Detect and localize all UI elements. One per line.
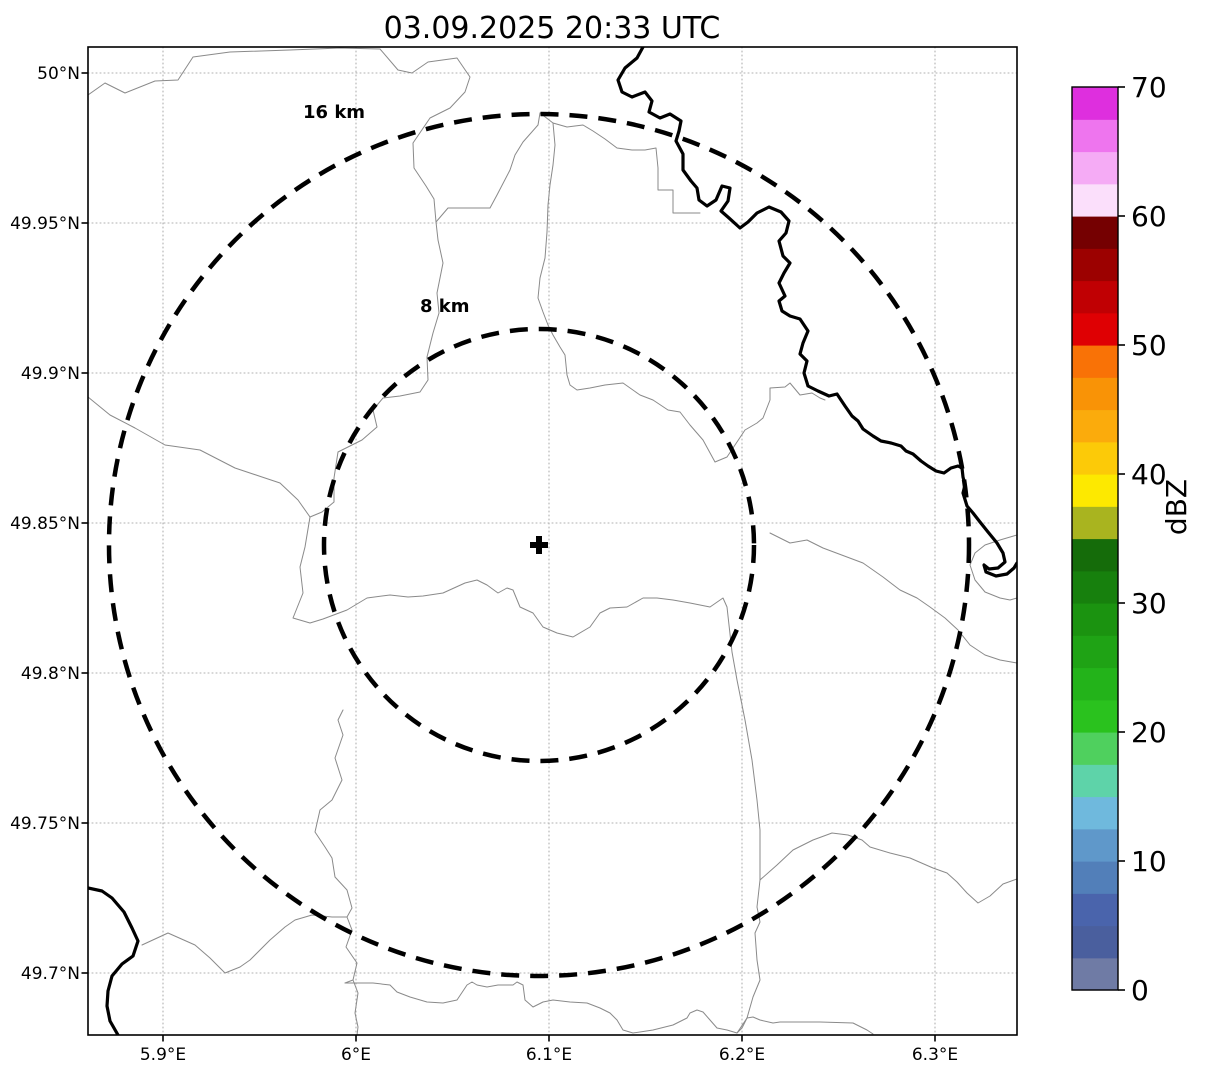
boundary-line bbox=[314, 709, 359, 1035]
colorbar-segment bbox=[1072, 893, 1118, 927]
colorbar-tick-labels: 0 10 20 30 40 50 60 70 bbox=[1131, 71, 1167, 1007]
boundary-line bbox=[539, 112, 701, 214]
colorbar-segment bbox=[1072, 828, 1118, 862]
colorbar-segment bbox=[1072, 925, 1118, 959]
x-tick-label: 6.2°E bbox=[719, 1045, 765, 1065]
colorbar-axis-label: dBZ bbox=[1160, 479, 1193, 535]
colorbar-segment bbox=[1072, 667, 1118, 701]
colorbar-tick-label: 40 bbox=[1131, 458, 1167, 491]
boundary-line bbox=[969, 534, 1017, 601]
admin-boundary-lines bbox=[88, 47, 1017, 1035]
colorbar-segment bbox=[1072, 474, 1118, 507]
colorbar-segment bbox=[1072, 377, 1118, 411]
colorbar-segment bbox=[1072, 699, 1118, 733]
colorbar-tick-label: 20 bbox=[1131, 716, 1167, 749]
range-ring-16km-label: 16 km bbox=[303, 102, 365, 123]
y-tick-label: 49.8°N bbox=[21, 664, 80, 684]
colorbar-segment bbox=[1072, 764, 1118, 798]
boundary-line bbox=[435, 112, 541, 223]
colorbar: 0 10 20 30 40 50 60 70 dBZ bbox=[1071, 71, 1193, 1007]
country-border-northeast bbox=[616, 47, 1017, 578]
x-tick-label: 6°E bbox=[341, 1045, 371, 1065]
y-tick-label: 49.85°N bbox=[10, 514, 80, 534]
y-tick-label: 49.7°N bbox=[21, 964, 80, 984]
lat-lon-gridlines bbox=[87, 46, 1018, 1036]
x-axis-tick-labels: 5.9°E 6°E 6.1°E 6.2°E 6.3°E bbox=[140, 1045, 958, 1065]
colorbar-segment bbox=[1072, 732, 1118, 765]
colorbar-segment bbox=[1072, 312, 1118, 346]
range-ring-16km-circle bbox=[106, 111, 972, 979]
boundary-line bbox=[141, 914, 348, 974]
colorbar-segment bbox=[1072, 216, 1118, 249]
colorbar-segment bbox=[1072, 280, 1118, 314]
y-tick-label: 50°N bbox=[37, 64, 80, 84]
colorbar-segment bbox=[1072, 506, 1118, 540]
colorbar-segment bbox=[1072, 441, 1118, 475]
colorbar-segment bbox=[1072, 119, 1118, 153]
colorbar-segment bbox=[1072, 183, 1118, 217]
colorbar-segment bbox=[1072, 345, 1118, 378]
range-ring-8km-label: 8 km bbox=[420, 296, 470, 317]
colorbar-tick-label: 10 bbox=[1131, 845, 1167, 878]
colorbar-segment bbox=[1072, 409, 1118, 443]
colorbar-outline bbox=[1071, 86, 1119, 991]
colorbar-segment bbox=[1072, 151, 1118, 185]
boundary-line bbox=[769, 532, 1017, 664]
y-tick-label: 49.75°N bbox=[10, 814, 80, 834]
axis-tick-marks bbox=[81, 72, 936, 1042]
colorbar-tick-label: 30 bbox=[1131, 587, 1167, 620]
colorbar-segment bbox=[1072, 957, 1118, 991]
colorbar-tick-label: 0 bbox=[1131, 974, 1149, 1007]
boundary-line bbox=[759, 832, 1017, 904]
colorbar-segment bbox=[1072, 603, 1118, 636]
colorbar-segment bbox=[1072, 248, 1118, 282]
y-tick-label: 49.9°N bbox=[21, 364, 80, 384]
radar-site-cross-icon bbox=[530, 536, 548, 554]
plot-frame bbox=[87, 46, 1018, 1036]
colorbar-segment bbox=[1072, 635, 1118, 669]
range-ring-8km-circle bbox=[321, 326, 757, 764]
colorbar-tick-marks bbox=[1118, 86, 1125, 991]
range-rings bbox=[106, 111, 972, 979]
colorbar-segment bbox=[1072, 87, 1118, 120]
colorbar-segment bbox=[1072, 861, 1118, 894]
colorbar-segment bbox=[1072, 570, 1118, 604]
country-border-southwest bbox=[88, 886, 140, 1035]
boundary-line bbox=[88, 47, 471, 518]
colorbar-tick-label: 50 bbox=[1131, 329, 1167, 362]
x-tick-label: 5.9°E bbox=[140, 1045, 186, 1065]
x-tick-label: 6.3°E bbox=[912, 1045, 958, 1065]
colorbar-gradient bbox=[1072, 87, 1118, 991]
colorbar-segment bbox=[1072, 538, 1118, 572]
figure-title: 03.09.2025 20:33 UTC bbox=[384, 11, 721, 46]
boundary-line bbox=[537, 122, 826, 463]
x-tick-label: 6.1°E bbox=[526, 1045, 572, 1065]
country-border-lines bbox=[88, 47, 1017, 1035]
y-axis-tick-labels: 50°N 49.95°N 49.9°N 49.85°N 49.8°N 49.75°N 49.… bbox=[10, 64, 80, 984]
colorbar-tick-label: 60 bbox=[1131, 200, 1167, 233]
boundary-line bbox=[736, 879, 761, 1034]
colorbar-tick-label: 70 bbox=[1131, 71, 1167, 104]
colorbar-segment bbox=[1072, 796, 1118, 830]
boundary-line bbox=[344, 981, 874, 1035]
y-tick-label: 49.95°N bbox=[10, 214, 80, 234]
boundary-line bbox=[88, 396, 761, 881]
